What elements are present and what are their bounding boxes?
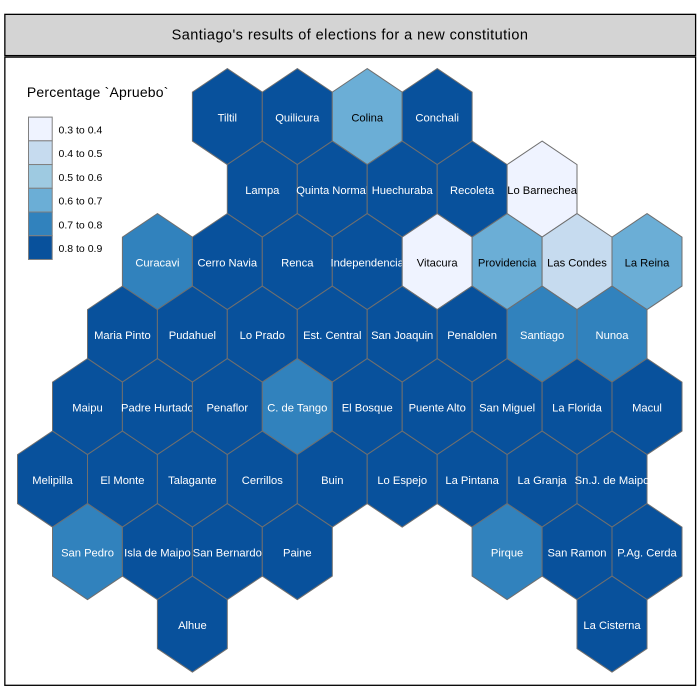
svg-text:La Florida: La Florida	[552, 403, 603, 415]
svg-text:Santiago: Santiago	[520, 330, 564, 342]
svg-text:Paine: Paine	[283, 548, 312, 560]
svg-text:Renca: Renca	[281, 258, 314, 270]
svg-text:Curacavi: Curacavi	[135, 258, 179, 270]
svg-text:Tiltil: Tiltil	[218, 113, 237, 125]
svg-text:Recoleta: Recoleta	[450, 185, 495, 197]
svg-text:San Bernardo: San Bernardo	[193, 548, 262, 560]
svg-text:0.7 to 0.8: 0.7 to 0.8	[59, 219, 103, 231]
svg-text:Santiago's results of election: Santiago's results of elections for a ne…	[172, 28, 529, 44]
svg-text:Talagante: Talagante	[168, 475, 217, 487]
svg-text:Lo Barnechea: Lo Barnechea	[507, 185, 577, 197]
svg-text:Buin: Buin	[321, 475, 343, 487]
svg-text:P.Ag. Cerda: P.Ag. Cerda	[617, 548, 677, 560]
svg-text:0.6 to 0.7: 0.6 to 0.7	[59, 196, 103, 208]
svg-text:Quinta Normal: Quinta Normal	[296, 185, 368, 197]
svg-text:Maipu: Maipu	[72, 403, 102, 415]
svg-text:Lo Prado: Lo Prado	[240, 330, 285, 342]
svg-text:Pirque: Pirque	[491, 548, 523, 560]
svg-text:Quilicura: Quilicura	[275, 113, 320, 125]
svg-text:Cerro Navia: Cerro Navia	[197, 258, 257, 270]
svg-text:0.8 to 0.9: 0.8 to 0.9	[59, 243, 103, 255]
svg-text:0.4 to 0.5: 0.4 to 0.5	[59, 148, 103, 160]
svg-text:Melipilla: Melipilla	[32, 475, 73, 487]
svg-text:La Cisterna: La Cisterna	[583, 620, 641, 632]
svg-text:Percentage `Apruebo`: Percentage `Apruebo`	[27, 84, 169, 100]
svg-text:Independencia: Independencia	[330, 258, 404, 270]
svg-text:Providencia: Providencia	[478, 258, 537, 270]
svg-text:Huechuraba: Huechuraba	[372, 185, 434, 197]
svg-text:Conchali: Conchali	[415, 113, 459, 125]
svg-text:La Pintana: La Pintana	[445, 475, 499, 487]
svg-text:C. de Tango: C. de Tango	[267, 403, 327, 415]
svg-text:Lampa: Lampa	[245, 185, 280, 197]
svg-text:Penaflor: Penaflor	[206, 403, 248, 415]
svg-text:Cerrillos: Cerrillos	[242, 475, 283, 487]
svg-text:Puente Alto: Puente Alto	[409, 403, 466, 415]
svg-text:Pudahuel: Pudahuel	[169, 330, 216, 342]
svg-text:Maria Pinto: Maria Pinto	[94, 330, 151, 342]
svg-text:Isla de Maipo: Isla de Maipo	[124, 548, 191, 560]
svg-text:San Miguel: San Miguel	[479, 403, 535, 415]
svg-text:Sn.J. de Maipo: Sn.J. de Maipo	[575, 475, 650, 487]
svg-text:Vitacura: Vitacura	[417, 258, 459, 270]
svg-text:0.3 to 0.4: 0.3 to 0.4	[59, 125, 103, 137]
svg-text:Lo Espejo: Lo Espejo	[377, 475, 427, 487]
svg-text:La Reina: La Reina	[625, 258, 671, 270]
svg-text:Padre Hurtado: Padre Hurtado	[121, 403, 194, 415]
svg-text:Est. Central: Est. Central	[303, 330, 361, 342]
svg-text:San Pedro: San Pedro	[61, 548, 114, 560]
svg-text:0.5 to 0.6: 0.5 to 0.6	[59, 172, 103, 184]
svg-text:El Monte: El Monte	[100, 475, 144, 487]
svg-text:Penalolen: Penalolen	[447, 330, 497, 342]
svg-text:La Granja: La Granja	[518, 475, 568, 487]
svg-text:San Joaquin: San Joaquin	[371, 330, 433, 342]
svg-text:Las Condes: Las Condes	[547, 258, 607, 270]
svg-text:San Ramon: San Ramon	[547, 548, 606, 560]
svg-text:Macul: Macul	[632, 403, 662, 415]
svg-text:Nunoa: Nunoa	[596, 330, 630, 342]
svg-text:El Bosque: El Bosque	[342, 403, 393, 415]
svg-text:Colina: Colina	[351, 113, 383, 125]
svg-text:Alhue: Alhue	[178, 620, 207, 632]
